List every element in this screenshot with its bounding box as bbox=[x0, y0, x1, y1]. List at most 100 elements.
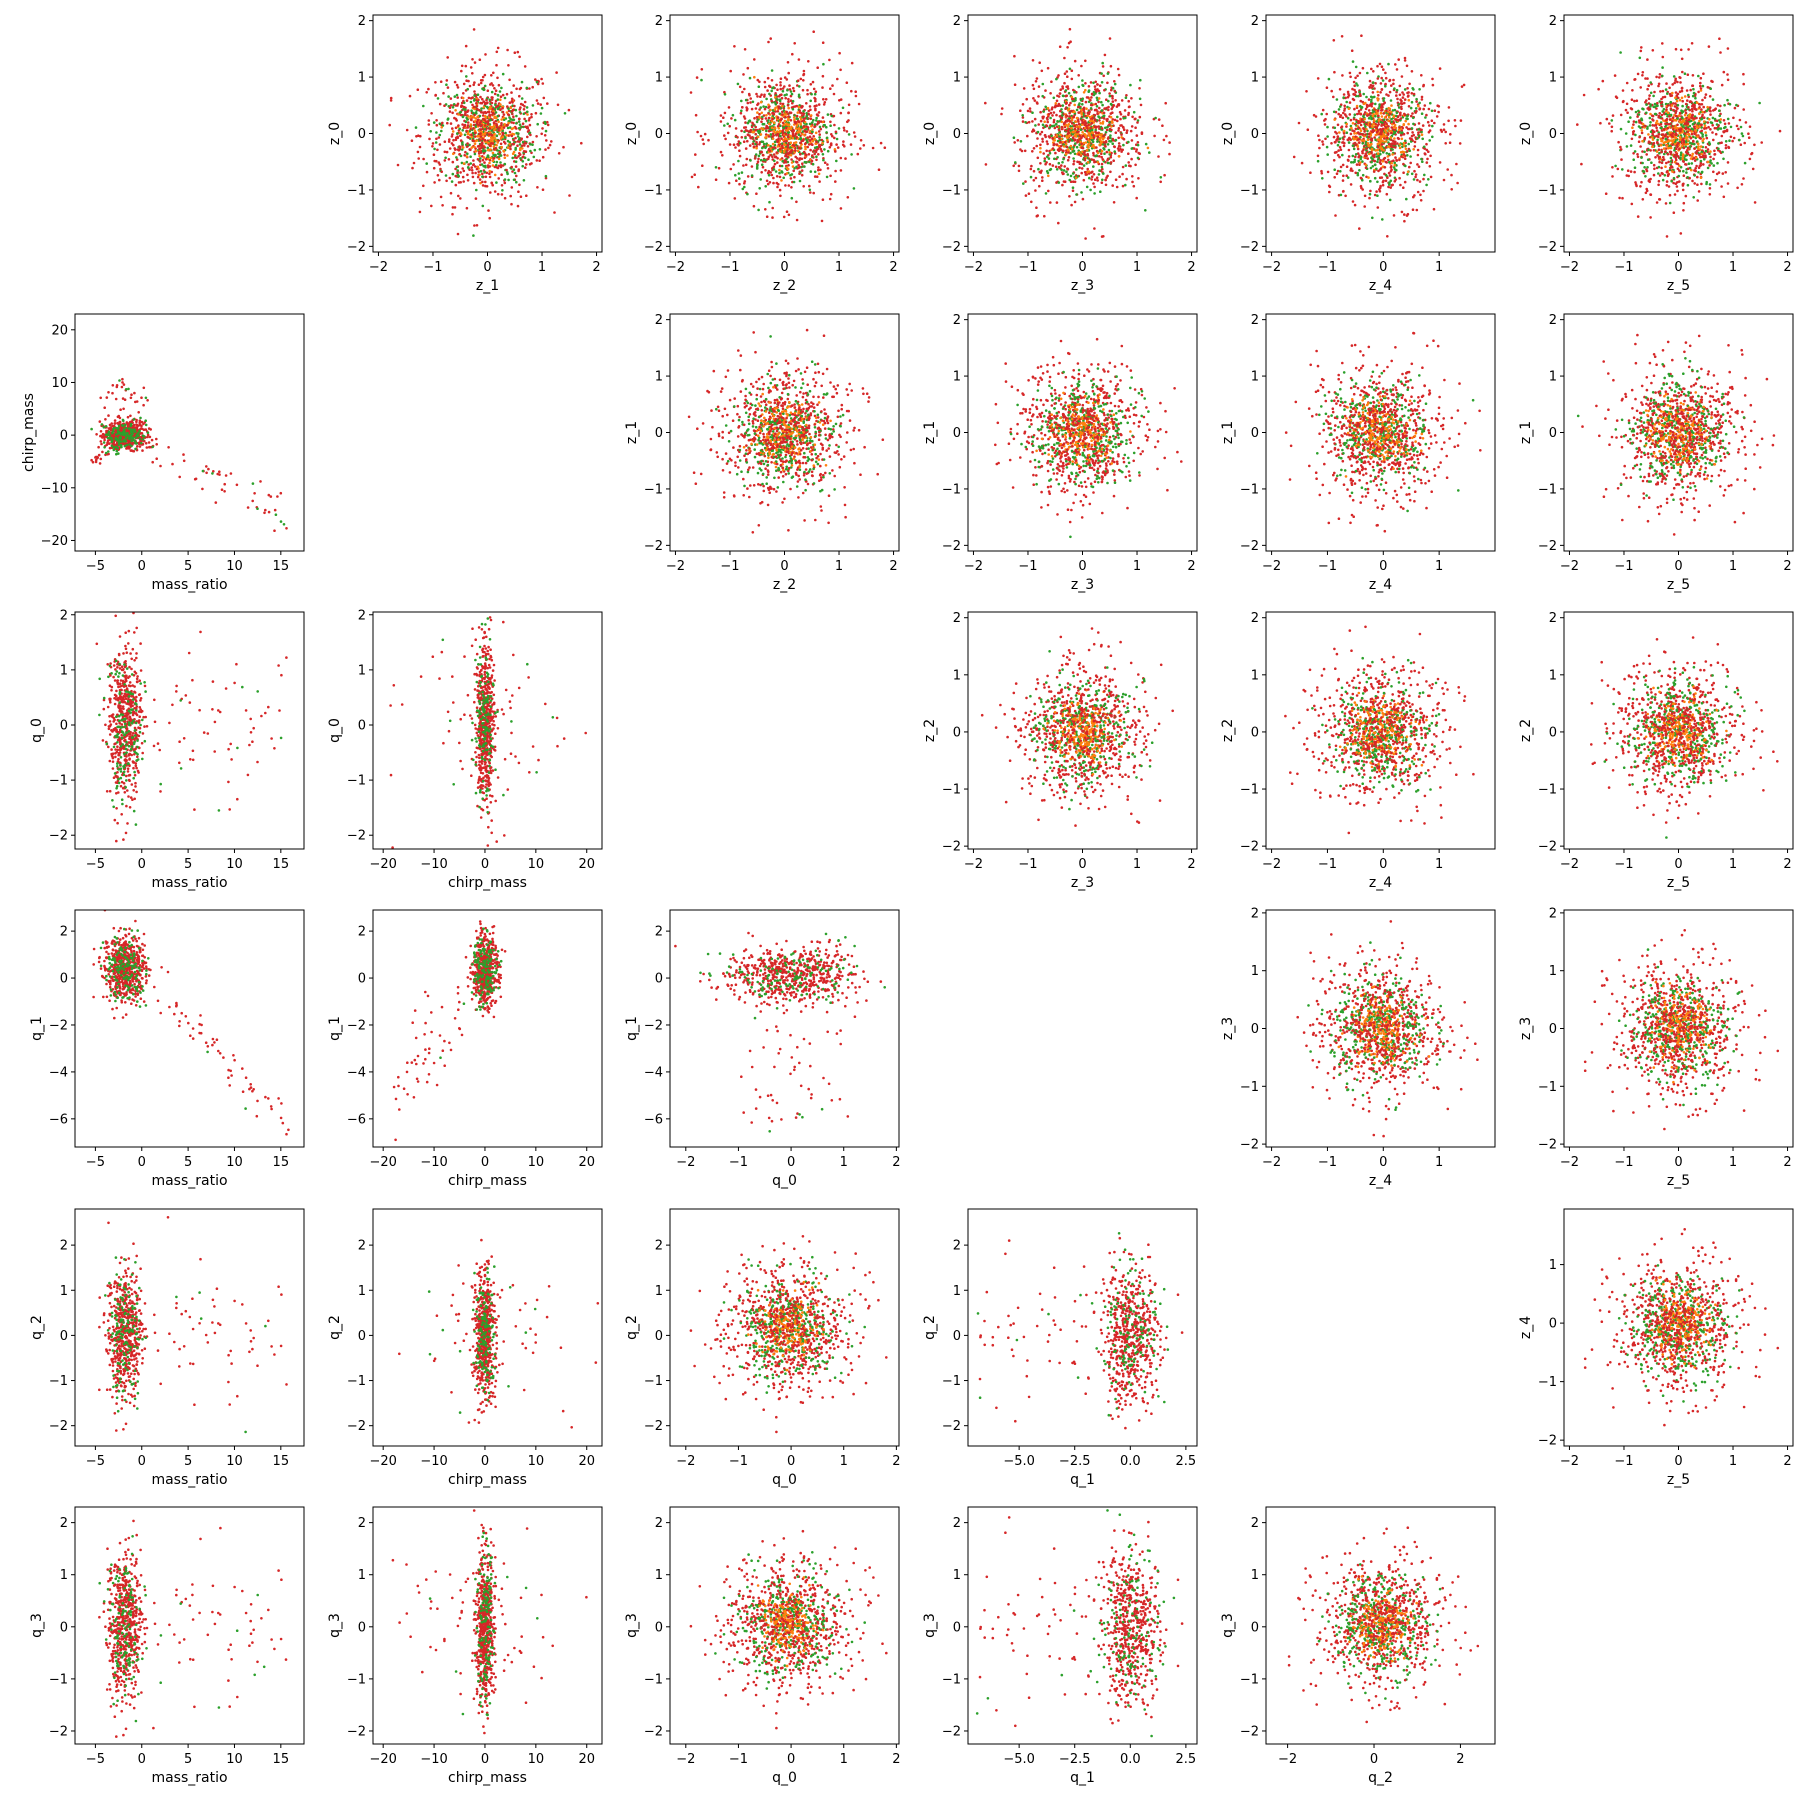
point-red bbox=[460, 64, 464, 68]
point-red bbox=[818, 180, 821, 183]
point-red bbox=[793, 144, 796, 147]
point-orange bbox=[1377, 119, 1381, 122]
point-red bbox=[792, 89, 796, 93]
point-green bbox=[1061, 104, 1065, 107]
point-red bbox=[470, 133, 473, 136]
point-red bbox=[430, 112, 433, 115]
point-red bbox=[853, 135, 857, 138]
point-red bbox=[1393, 170, 1397, 174]
scatter-points bbox=[689, 30, 887, 223]
point-orange bbox=[1392, 126, 1395, 129]
point-red bbox=[815, 113, 819, 116]
point-red bbox=[1065, 70, 1069, 73]
point-green bbox=[1384, 85, 1387, 88]
point-red bbox=[491, 107, 495, 111]
point-green bbox=[511, 156, 514, 160]
point-red bbox=[1444, 142, 1447, 145]
point-red bbox=[1070, 69, 1074, 72]
point-red bbox=[750, 165, 754, 168]
point-green bbox=[438, 133, 442, 137]
point-green bbox=[514, 154, 517, 157]
point-green bbox=[456, 169, 460, 172]
point-red bbox=[496, 76, 499, 80]
point-orange bbox=[1080, 111, 1083, 114]
point-red bbox=[1068, 27, 1072, 31]
point-red bbox=[1077, 105, 1080, 109]
point-red bbox=[454, 183, 458, 187]
point-green bbox=[468, 143, 471, 147]
point-green bbox=[1107, 148, 1111, 152]
point-red bbox=[524, 141, 527, 145]
point-green bbox=[1037, 167, 1040, 171]
point-red bbox=[778, 164, 782, 168]
point-red bbox=[788, 88, 792, 91]
point-orange bbox=[498, 132, 502, 136]
point-green bbox=[825, 125, 828, 129]
point-red bbox=[1323, 123, 1327, 126]
point-green bbox=[1053, 157, 1056, 161]
point-red bbox=[792, 86, 795, 90]
point-red bbox=[522, 150, 526, 153]
point-red bbox=[493, 190, 497, 193]
point-red bbox=[505, 123, 509, 127]
point-red bbox=[1385, 161, 1388, 164]
point-green bbox=[806, 117, 809, 120]
point-red bbox=[1363, 154, 1367, 158]
point-green bbox=[1325, 145, 1329, 149]
point-green bbox=[528, 131, 532, 135]
point-red bbox=[1383, 101, 1386, 104]
point-red bbox=[1119, 117, 1122, 121]
point-red bbox=[843, 145, 846, 148]
point-orange bbox=[1404, 147, 1408, 151]
point-red bbox=[786, 149, 789, 152]
point-red bbox=[1052, 111, 1056, 114]
point-orange bbox=[1383, 134, 1387, 138]
point-red bbox=[832, 92, 836, 96]
point-red bbox=[1712, 157, 1715, 161]
point-red bbox=[1052, 120, 1056, 124]
point-green bbox=[1346, 116, 1350, 120]
point-red bbox=[490, 98, 494, 101]
point-green bbox=[1081, 79, 1084, 82]
point-red bbox=[459, 171, 462, 174]
point-red bbox=[828, 146, 832, 149]
point-green bbox=[522, 179, 526, 182]
point-green bbox=[743, 185, 746, 189]
point-red bbox=[1422, 177, 1425, 181]
point-green bbox=[782, 176, 785, 180]
point-green bbox=[1373, 163, 1377, 166]
point-green bbox=[1411, 116, 1415, 120]
point-green bbox=[782, 126, 785, 129]
point-red bbox=[805, 130, 809, 134]
point-orange bbox=[1359, 129, 1363, 133]
point-red bbox=[733, 45, 736, 48]
point-orange bbox=[756, 111, 759, 114]
point-red bbox=[835, 143, 838, 146]
point-red bbox=[476, 107, 479, 111]
point-green bbox=[1056, 139, 1060, 143]
point-red bbox=[1394, 140, 1397, 144]
point-orange bbox=[1090, 145, 1094, 148]
point-red bbox=[1117, 142, 1121, 145]
point-red bbox=[1025, 97, 1028, 101]
point-red bbox=[1122, 128, 1126, 131]
point-green bbox=[1097, 173, 1101, 176]
point-red bbox=[419, 196, 422, 200]
point-red bbox=[795, 160, 799, 164]
point-red bbox=[1039, 132, 1042, 136]
point-green bbox=[473, 152, 477, 156]
point-red bbox=[1317, 134, 1320, 137]
point-red bbox=[1034, 176, 1038, 180]
point-orange bbox=[1067, 107, 1071, 110]
point-green bbox=[723, 93, 727, 96]
point-orange bbox=[776, 145, 780, 148]
point-green bbox=[714, 166, 718, 169]
point-red bbox=[1384, 179, 1388, 183]
point-red bbox=[388, 123, 392, 127]
point-red bbox=[1080, 167, 1084, 170]
point-red bbox=[1371, 102, 1374, 105]
point-red bbox=[1117, 136, 1120, 140]
point-red bbox=[754, 107, 758, 110]
point-green bbox=[1393, 168, 1397, 171]
point-orange bbox=[1372, 119, 1376, 122]
